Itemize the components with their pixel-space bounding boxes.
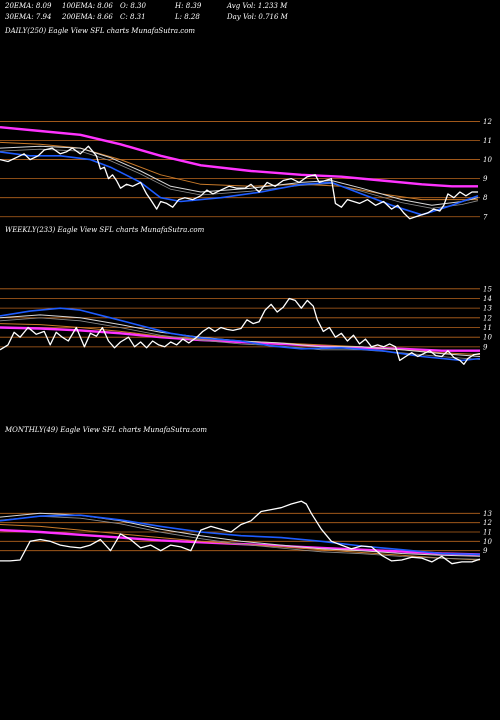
weekly-ema-fast-line [0,307,481,362]
monthly-tick-label-11: 11 [483,529,492,537]
daily-ema-slow-band-line [0,145,479,206]
monthly-ema-slow-band-lower-line [0,515,481,560]
monthly-ema-fast-line [0,514,481,556]
monthly-tick-label-10: 10 [483,538,492,546]
weekly-price-line [0,297,481,365]
weekly-tick-label-11: 11 [483,324,492,332]
header-row-1: 20EMA: 8.09 100EMA: 8.06 O: 8.30 H: 8.39… [5,2,495,11]
header-ema100: 100EMA: 8.06 [62,2,113,10]
daily-panel: 7 8 9 10 11 12 [0,118,492,221]
daily-ema-fast-line [0,151,479,216]
monthly-tick-label-12: 12 [483,519,492,527]
header-row-2: 30EMA: 7.94 200EMA: 8.66 C: 8.31 L: 8.28… [5,13,495,22]
daily-tick-label-7: 7 [483,213,488,221]
weekly-ema-long-line [0,326,480,352]
header-avg-vol: Avg Vol: 1.233 M [227,2,288,10]
daily-ema-slow-band-lower-line [0,148,479,209]
daily-tick-label-10: 10 [483,156,492,164]
weekly-tick-label-9: 9 [483,343,488,351]
daily-ema-long-line [0,126,478,188]
header-low: L: 8.28 [175,13,200,21]
daily-tick-label-12: 12 [483,118,492,126]
weekly-tick-label-10: 10 [483,334,492,342]
weekly-panel-label: WEEKLY(233) Eagle View SFL charts Munafa… [5,226,205,234]
header-high: H: 8.39 [175,2,202,10]
daily-panel-label: DAILY(250) Eagle View SFL charts MunafaS… [5,27,196,35]
weekly-tick-label-15: 15 [483,285,492,293]
header-close: C: 8.31 [120,13,146,21]
daily-tick-label-11: 11 [483,137,492,145]
header-ema30: 30EMA: 7.94 [5,13,52,21]
monthly-ema-mid-line [0,524,481,561]
weekly-tick-label-13: 13 [483,305,492,313]
weekly-tick-label-14: 14 [483,295,492,303]
weekly-ema-slow-band-lower-line [0,317,481,360]
header-open: O: 8.30 [120,2,146,10]
daily-price-line [0,145,478,220]
weekly-tick-label-12: 12 [483,314,492,322]
daily-tick-label-8: 8 [483,194,488,202]
monthly-tick-label-13: 13 [483,510,492,518]
header-ema200: 200EMA: 8.66 [62,13,113,21]
monthly-tick-label-9: 9 [483,547,488,555]
header-day-vol: Day Vol: 0.716 M [227,13,288,21]
monthly-price-line [0,500,481,565]
monthly-panel-label: MONTHLY(49) Eagle View SFL charts Munafa… [5,426,207,434]
daily-tick-label-9: 9 [483,175,488,183]
header-ema20: 20EMA: 8.09 [5,2,52,10]
